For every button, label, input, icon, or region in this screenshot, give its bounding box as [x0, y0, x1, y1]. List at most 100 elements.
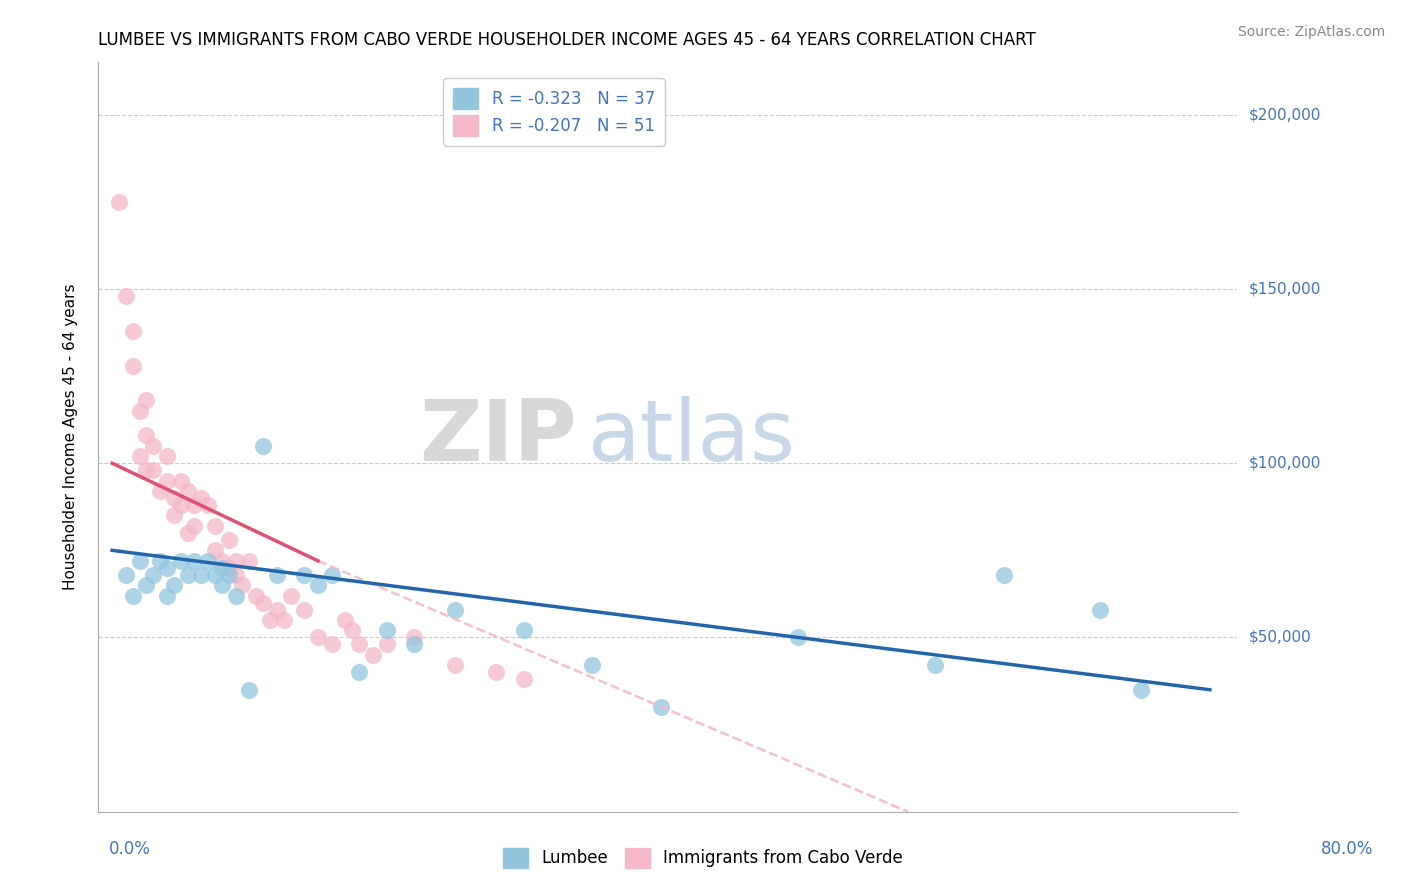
- Point: [128, 404, 150, 418]
- Point: [444, 658, 467, 673]
- Point: [307, 631, 329, 645]
- Point: [163, 508, 186, 523]
- Point: [142, 567, 165, 582]
- Point: [266, 602, 288, 616]
- Text: 0.0%: 0.0%: [108, 840, 150, 858]
- Text: ZIP: ZIP: [419, 395, 576, 479]
- Point: [581, 658, 603, 673]
- Point: [204, 567, 226, 582]
- Point: [197, 498, 219, 512]
- Point: [402, 631, 425, 645]
- Point: [121, 589, 143, 603]
- Point: [163, 491, 186, 505]
- Point: [135, 428, 157, 442]
- Point: [115, 289, 138, 303]
- Point: [238, 554, 260, 568]
- Point: [156, 474, 179, 488]
- Point: [190, 491, 212, 505]
- Point: [402, 637, 425, 651]
- Point: [485, 665, 508, 680]
- Point: [135, 393, 157, 408]
- Text: $150,000: $150,000: [1249, 282, 1320, 296]
- Point: [211, 578, 233, 592]
- Point: [142, 439, 165, 453]
- Point: [225, 554, 247, 568]
- Point: [321, 637, 343, 651]
- Point: [128, 554, 150, 568]
- Point: [211, 561, 233, 575]
- Y-axis label: Householder Income Ages 45 - 64 years: Householder Income Ages 45 - 64 years: [63, 284, 77, 591]
- Text: $100,000: $100,000: [1249, 456, 1320, 471]
- Text: LUMBEE VS IMMIGRANTS FROM CABO VERDE HOUSEHOLDER INCOME AGES 45 - 64 YEARS CORRE: LUMBEE VS IMMIGRANTS FROM CABO VERDE HOU…: [98, 31, 1036, 49]
- Point: [513, 673, 536, 687]
- Point: [183, 498, 205, 512]
- Point: [259, 613, 281, 627]
- Point: [204, 543, 226, 558]
- Point: [142, 463, 165, 477]
- Point: [115, 567, 138, 582]
- Point: [176, 484, 198, 499]
- Point: [121, 359, 143, 373]
- Point: [135, 463, 157, 477]
- Text: atlas: atlas: [588, 395, 796, 479]
- Point: [342, 624, 364, 638]
- Point: [924, 658, 946, 673]
- Point: [335, 613, 357, 627]
- Point: [156, 449, 179, 463]
- Point: [218, 567, 240, 582]
- Point: [347, 637, 370, 651]
- Point: [149, 554, 172, 568]
- Text: Source: ZipAtlas.com: Source: ZipAtlas.com: [1237, 25, 1385, 39]
- Point: [170, 554, 193, 568]
- Point: [170, 474, 193, 488]
- Point: [121, 324, 143, 338]
- Point: [993, 567, 1015, 582]
- Point: [1088, 602, 1111, 616]
- Point: [156, 589, 179, 603]
- Point: [156, 561, 179, 575]
- Point: [650, 700, 672, 714]
- Point: [375, 637, 398, 651]
- Point: [238, 682, 260, 697]
- Point: [280, 589, 302, 603]
- Point: [444, 602, 467, 616]
- Point: [183, 554, 205, 568]
- Point: [307, 578, 329, 592]
- Point: [204, 519, 226, 533]
- Point: [375, 624, 398, 638]
- Point: [170, 498, 193, 512]
- Point: [321, 567, 343, 582]
- Point: [292, 602, 315, 616]
- Point: [149, 484, 172, 499]
- Point: [197, 554, 219, 568]
- Point: [183, 519, 205, 533]
- Point: [225, 567, 247, 582]
- Point: [513, 624, 536, 638]
- Text: 80.0%: 80.0%: [1320, 840, 1374, 858]
- Point: [245, 589, 267, 603]
- Point: [128, 449, 150, 463]
- Legend: Lumbee, Immigrants from Cabo Verde: Lumbee, Immigrants from Cabo Verde: [496, 841, 910, 875]
- Legend: R = -0.323   N = 37, R = -0.207   N = 51: R = -0.323 N = 37, R = -0.207 N = 51: [443, 78, 665, 145]
- Text: $50,000: $50,000: [1249, 630, 1312, 645]
- Point: [211, 554, 233, 568]
- Point: [135, 578, 157, 592]
- Point: [347, 665, 370, 680]
- Point: [176, 525, 198, 540]
- Point: [176, 567, 198, 582]
- Point: [252, 439, 274, 453]
- Point: [108, 194, 131, 209]
- Point: [266, 567, 288, 582]
- Point: [218, 533, 240, 547]
- Text: $200,000: $200,000: [1249, 107, 1320, 122]
- Point: [163, 578, 186, 592]
- Point: [1130, 682, 1153, 697]
- Point: [190, 567, 212, 582]
- Point: [231, 578, 253, 592]
- Point: [273, 613, 295, 627]
- Point: [252, 596, 274, 610]
- Point: [361, 648, 384, 662]
- Point: [225, 589, 247, 603]
- Point: [787, 631, 810, 645]
- Point: [292, 567, 315, 582]
